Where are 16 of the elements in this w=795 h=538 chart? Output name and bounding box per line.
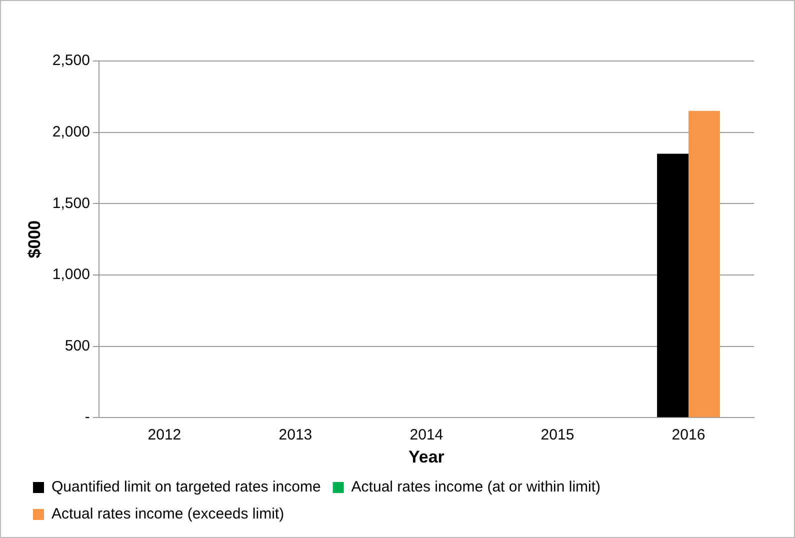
x-tick-label: 2016 — [672, 426, 706, 444]
y-tick-label: - — [84, 408, 90, 426]
y-tick-label: 1,500 — [52, 194, 90, 212]
y-tick-label: 2,500 — [52, 52, 90, 70]
legend-label: Actual rates income (exceeds limit) — [52, 506, 284, 523]
y-tick-label: 2,000 — [52, 123, 90, 140]
x-tick-label: 2013 — [278, 426, 312, 444]
y-axis-title: $000 — [24, 220, 44, 258]
y-tick-label: 1,000 — [52, 266, 90, 284]
x-axis-title: Year — [408, 447, 445, 466]
legend-label: Quantified limit on targeted rates income — [52, 478, 321, 496]
x-tick-label: 2012 — [148, 426, 182, 444]
x-tick-label: 2015 — [540, 426, 574, 444]
x-tick-label: 2014 — [410, 426, 444, 444]
y-tick-label: 500 — [64, 337, 90, 354]
legend-label: Actual rates income (at or within limit) — [351, 478, 601, 496]
